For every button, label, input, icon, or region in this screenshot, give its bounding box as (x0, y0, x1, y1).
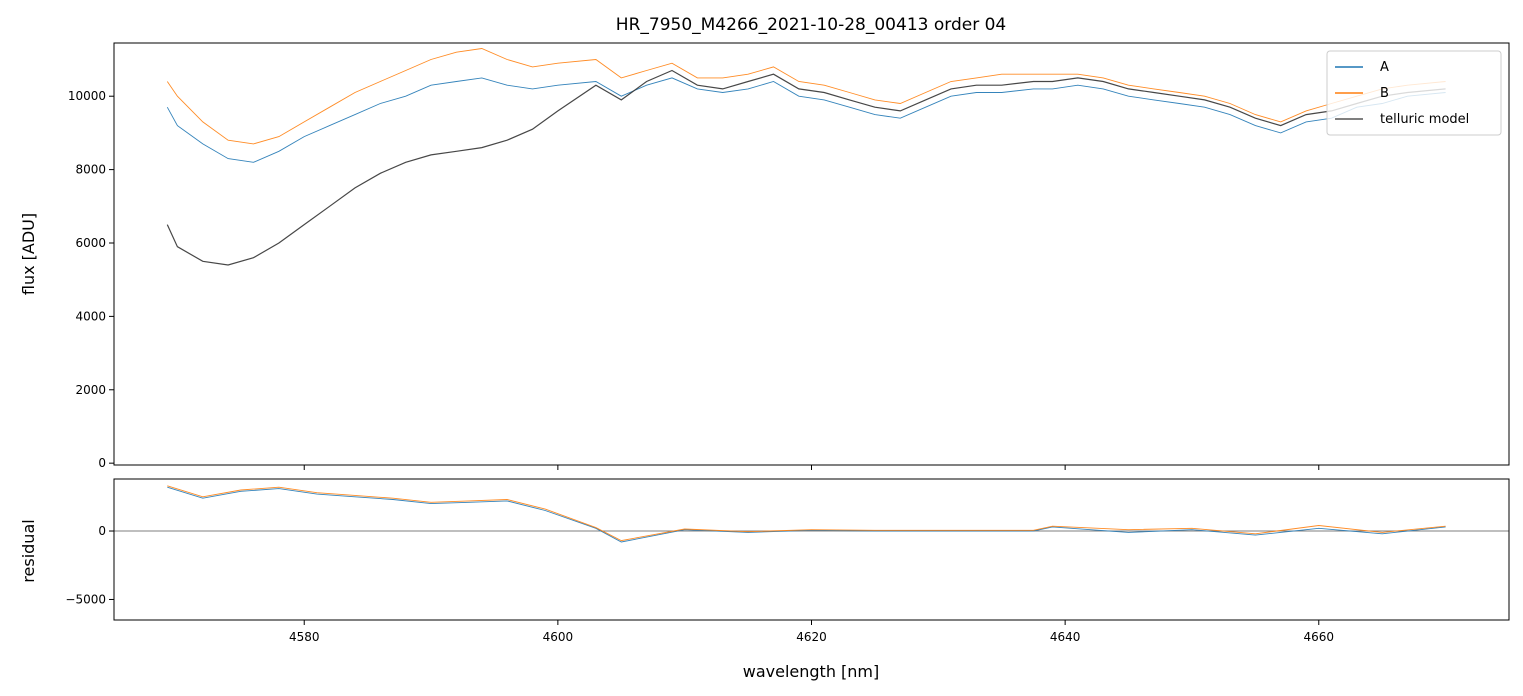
residual-ytick-label: −5000 (65, 592, 106, 606)
legend-label-b: B (1380, 86, 1389, 101)
residual-xtick-label: 4580 (289, 630, 320, 644)
legend: A B telluric model (1326, 50, 1502, 136)
flux-series-a (166, 77, 1446, 163)
flux-ytick-label: 2000 (75, 383, 106, 397)
flux-ytick-label: 8000 (75, 163, 106, 177)
flux-axes-frame (113, 42, 1510, 466)
chart-title: HR_7950_M4266_2021-10-28_00413 order 04 (616, 15, 1006, 35)
flux-series-b (166, 48, 1446, 145)
flux-series-telluric-model (166, 69, 1446, 266)
residual-series-b (167, 485, 1446, 542)
legend-box (1326, 50, 1502, 136)
flux-ytick-label: 0 (98, 456, 106, 470)
residual-axes-frame (113, 478, 1510, 621)
legend-label-a: A (1380, 60, 1389, 75)
residual-xtick-label: 4640 (1050, 630, 1081, 644)
residual-xtick-label: 4620 (796, 630, 827, 644)
residual-xtick-label: 4660 (1303, 630, 1334, 644)
residual-ytick-label: 0 (98, 524, 106, 538)
flux-axis-label: flux [ADU] (19, 213, 38, 295)
residual-panel: −5000 0 4580 4600 4620 4640 4660 (65, 478, 1510, 644)
residual-axis-label: residual (19, 519, 38, 582)
residual-xtick-label: 4600 (543, 630, 574, 644)
flux-ytick-label: 10000 (68, 89, 106, 103)
legend-label-telluric: telluric model (1380, 112, 1469, 127)
residual-series-a (167, 486, 1446, 543)
flux-ytick-label: 6000 (75, 236, 106, 250)
flux-ytick-label: 4000 (75, 309, 106, 323)
flux-panel: 0 2000 4000 6000 8000 10000 (68, 42, 1510, 470)
wavelength-axis-label: wavelength [nm] (743, 662, 880, 681)
